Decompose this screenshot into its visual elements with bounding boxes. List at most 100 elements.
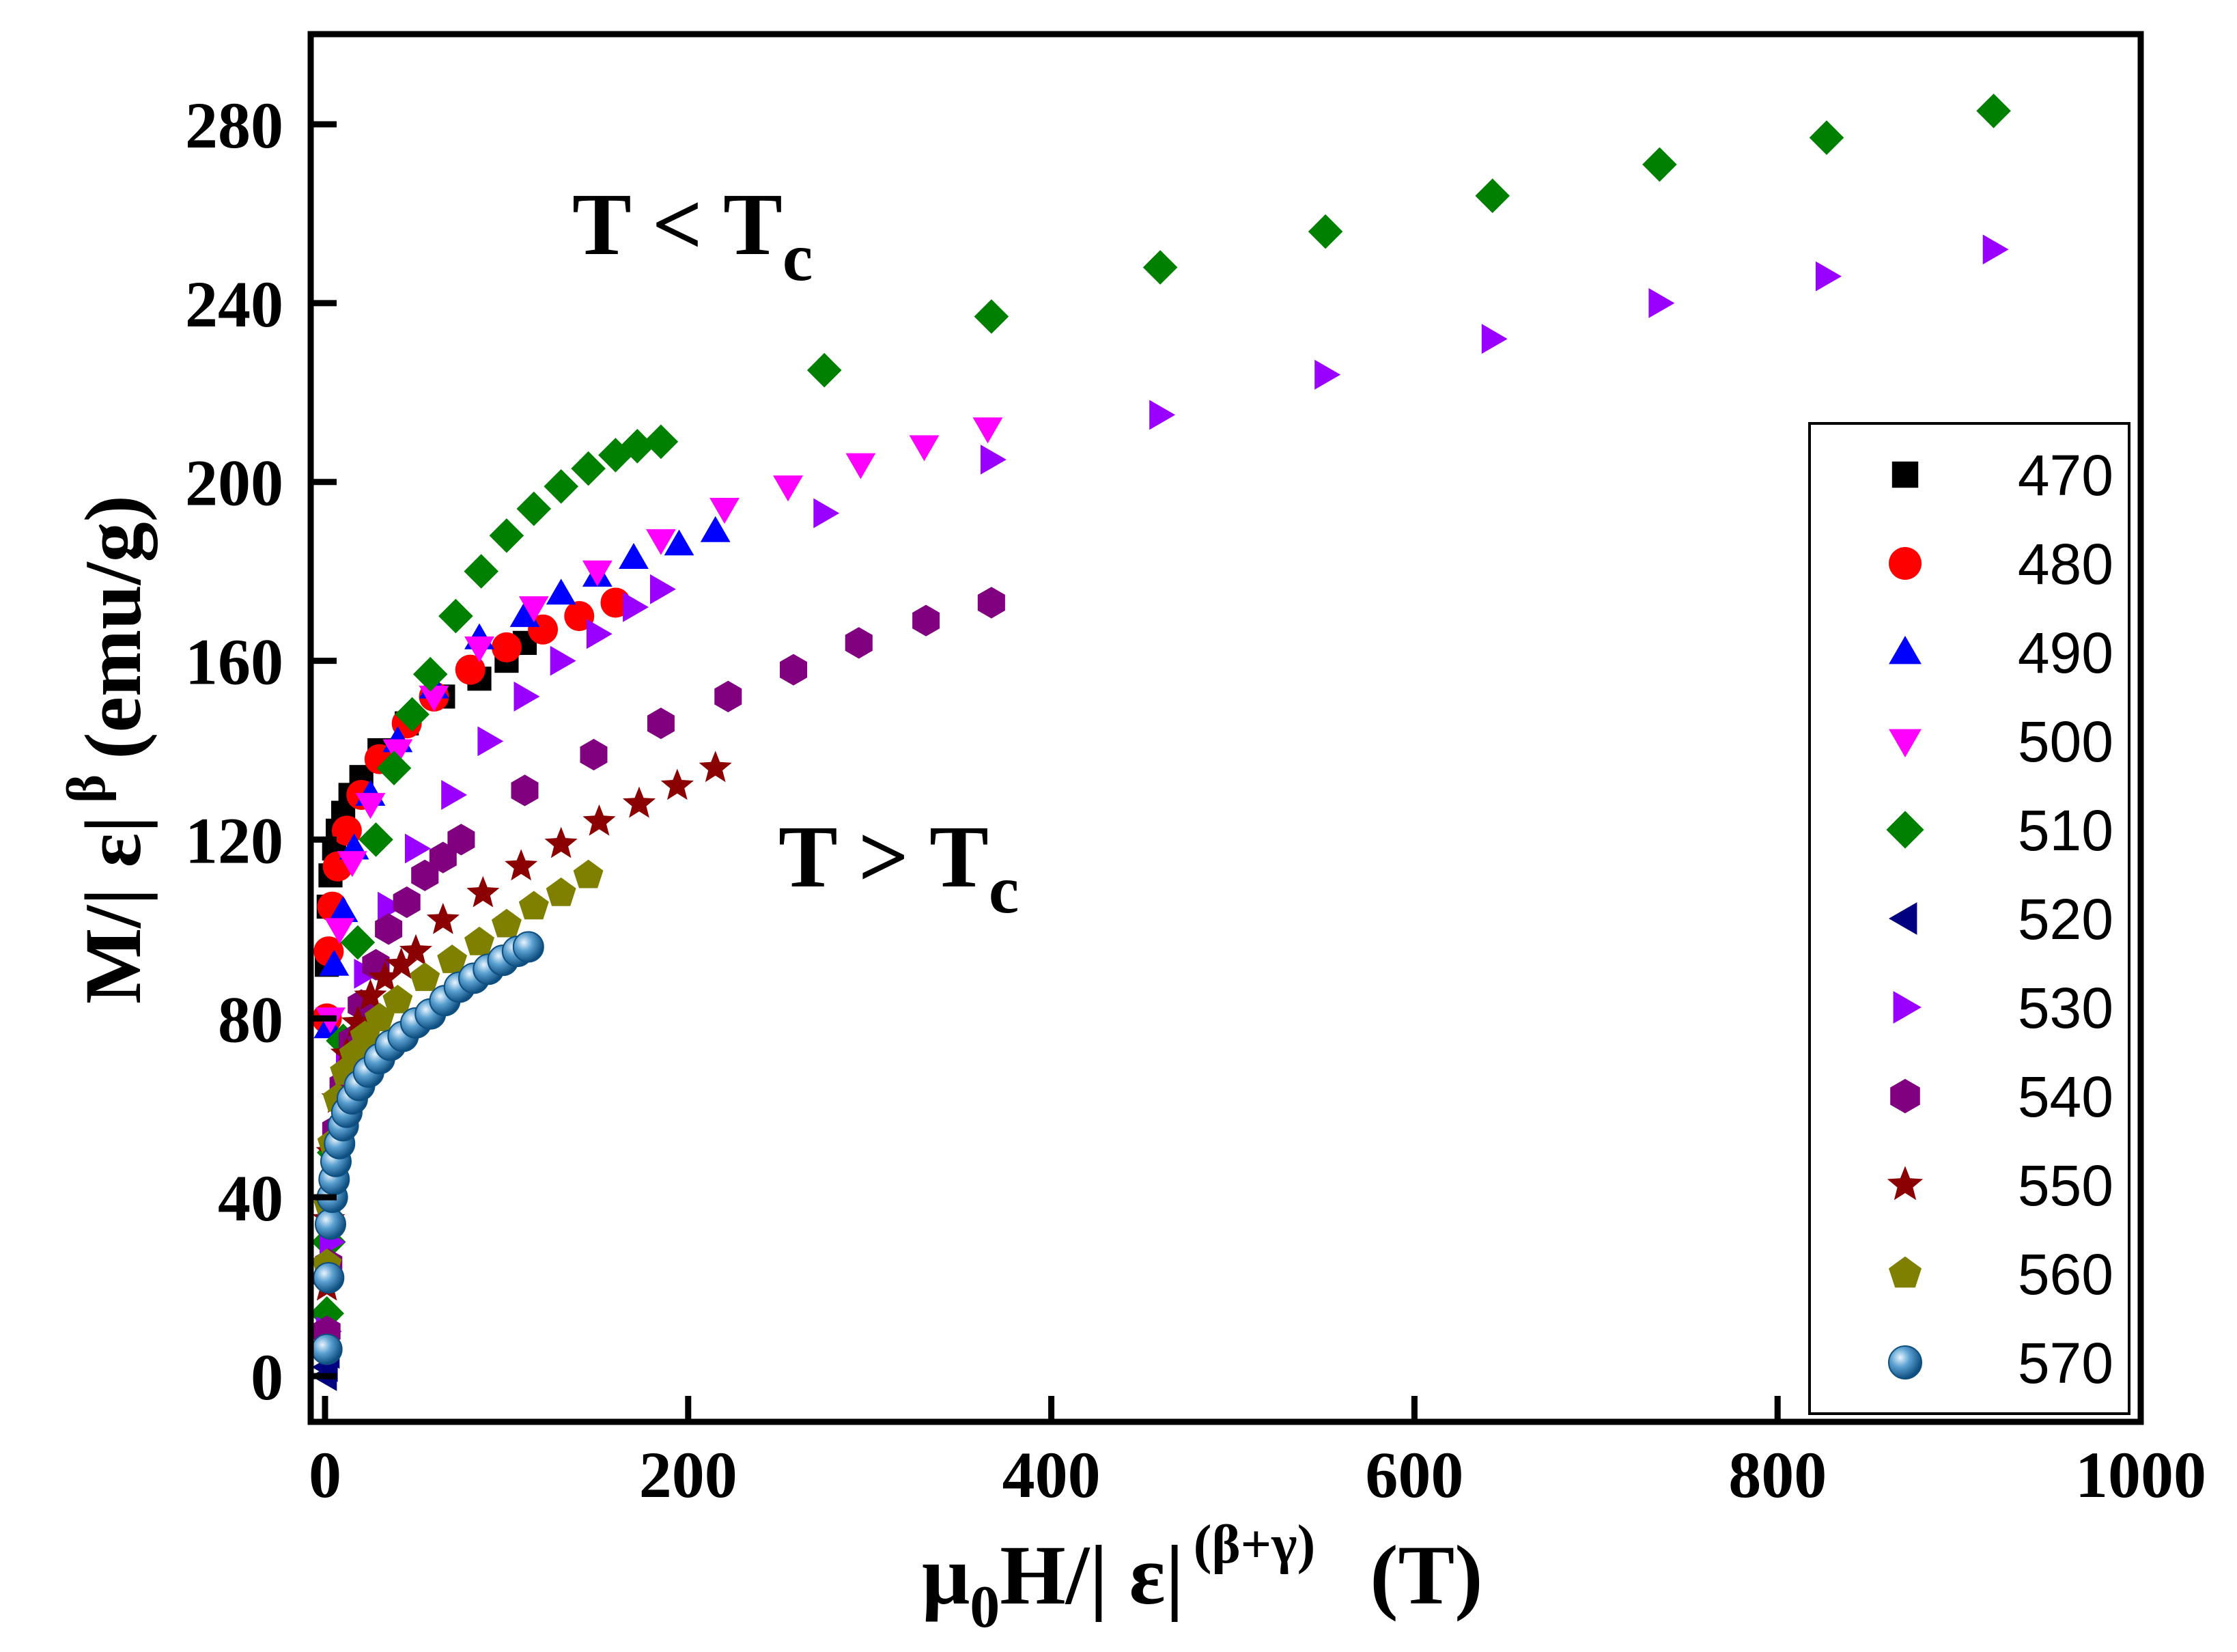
data-point-510: [544, 469, 578, 504]
annotation-below-tc: T < Tc: [572, 176, 813, 295]
data-point-510: [974, 299, 1009, 334]
data-point-510: [438, 598, 473, 634]
data-point-530: [477, 726, 504, 757]
data-point-510: [516, 491, 552, 527]
legend-marker-530: [1893, 991, 1922, 1024]
data-point-500: [845, 453, 876, 479]
legend-item-550: 550: [1887, 1153, 2113, 1218]
data-point-530: [378, 891, 404, 922]
data-point-550: [354, 979, 387, 1010]
y-tick-label: 160: [185, 626, 283, 699]
x-tick-label: 400: [1002, 1438, 1101, 1511]
data-point-480: [491, 632, 522, 662]
data-point-540: [912, 604, 940, 636]
y-axis-label-main: M/| ε|: [68, 815, 158, 1004]
data-point-510: [464, 554, 498, 589]
data-point-530: [405, 833, 431, 864]
data-point-510: [620, 429, 655, 464]
data-point-550: [505, 849, 538, 881]
data-point-500: [582, 560, 613, 587]
data-point-530: [980, 445, 1007, 475]
data-point-530: [550, 645, 576, 676]
data-point-510: [643, 424, 679, 460]
data-point-540: [511, 774, 539, 807]
data-point-510: [340, 925, 376, 960]
x-tick-label: 600: [1365, 1438, 1463, 1511]
data-point-560: [518, 891, 549, 920]
data-point-540: [845, 627, 873, 659]
data-point-510: [395, 697, 430, 732]
x-axis-label-sup: (β+γ): [1194, 1515, 1315, 1575]
data-point-510: [1475, 178, 1510, 213]
data-point-560: [464, 926, 494, 955]
data-point-530: [623, 592, 649, 622]
data-point-500: [646, 529, 676, 555]
data-point-500: [324, 918, 355, 944]
annotation-above-tc-sub: c: [989, 852, 1019, 927]
data-point-530: [1816, 261, 1842, 292]
data-point-550: [384, 947, 418, 979]
y-axis-label-sup: β: [57, 774, 117, 803]
data-point-490: [700, 516, 731, 542]
data-point-540: [375, 913, 403, 945]
legend-marker-490: [1889, 636, 1922, 664]
legend-marker-570: [1888, 1345, 1922, 1380]
data-point-560: [573, 859, 604, 888]
data-point-550: [622, 786, 656, 818]
legend-item-480: 480: [1889, 532, 2113, 596]
x-axis-label-unit: (T): [1370, 1528, 1482, 1622]
data-point-500: [518, 596, 549, 622]
data-point-560: [437, 944, 468, 973]
data-point-550: [544, 826, 578, 858]
data-point-500: [709, 498, 740, 524]
data-point-530: [1149, 400, 1176, 430]
data-point-570: [314, 1208, 346, 1240]
annotation-above-tc-base: T > T: [778, 808, 989, 906]
plot-frame: [307, 31, 2144, 1425]
legend-label-510: 510: [2018, 798, 2113, 863]
data-point-490: [319, 949, 350, 976]
data-point-550: [699, 751, 732, 783]
data-point-550: [426, 903, 460, 934]
data-point-540: [580, 738, 608, 771]
y-tick-label: 80: [218, 983, 283, 1056]
data-point-560: [410, 962, 440, 992]
series-500: [315, 417, 1003, 1034]
legend-marker-500: [1889, 729, 1922, 757]
data-point-550: [399, 934, 432, 966]
legend-marker-510: [1886, 811, 1924, 849]
data-point-530: [1314, 359, 1341, 390]
x-tick-label: 0: [309, 1438, 341, 1511]
legend-marker-520: [1889, 902, 1917, 935]
x-tick-label: 1000: [2075, 1438, 2206, 1511]
data-point-540: [780, 654, 807, 686]
data-point-490: [664, 529, 694, 556]
legend-marker-560: [1889, 1256, 1922, 1288]
legend-label-490: 490: [2018, 621, 2113, 685]
data-point-540: [411, 859, 439, 891]
data-point-510: [1642, 147, 1677, 182]
y-tick-label: 240: [185, 268, 283, 341]
legend-label-570: 570: [2018, 1331, 2113, 1395]
data-point-500: [337, 851, 367, 878]
data-point-500: [909, 435, 940, 462]
data-point-540: [714, 680, 742, 712]
data-point-530: [1648, 288, 1675, 318]
data-point-550: [341, 1005, 374, 1037]
data-point-570: [311, 1333, 343, 1365]
annotation-below-tc-base: T < T: [572, 176, 783, 274]
data-point-550: [466, 876, 500, 908]
data-point-550: [368, 961, 402, 992]
data-point-560: [364, 1003, 395, 1031]
annotation-above-tc: T > Tc: [778, 808, 1019, 927]
data-point-530: [1982, 234, 2009, 265]
legend-item-500: 500: [1889, 710, 2113, 774]
legend-item-470: 470: [1891, 443, 2113, 507]
data-point-550: [582, 804, 616, 836]
data-points: [309, 94, 2011, 1391]
data-point-490: [509, 601, 540, 628]
legend-label-520: 520: [2018, 887, 2113, 951]
legend-label-560: 560: [2018, 1242, 2113, 1306]
legend-label-480: 480: [2018, 532, 2113, 596]
